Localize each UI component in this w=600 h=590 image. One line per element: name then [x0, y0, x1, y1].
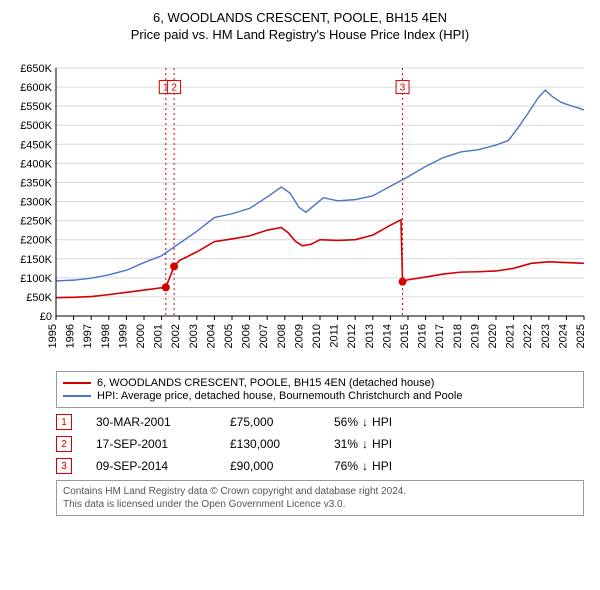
- svg-text:£100K: £100K: [20, 273, 52, 285]
- chart-container: £0 £50K £100K £150K £200K £250K £300K £350K £400…: [8, 50, 592, 365]
- legend-swatch: [63, 395, 91, 397]
- event-pct: 31%: [334, 437, 358, 451]
- svg-text:£550K: £550K: [20, 101, 52, 113]
- svg-text:£200K: £200K: [20, 235, 52, 247]
- svg-text:2017: 2017: [434, 324, 446, 348]
- svg-text:2018: 2018: [452, 324, 464, 348]
- svg-text:£500K: £500K: [20, 120, 52, 132]
- svg-text:£650K: £650K: [20, 63, 52, 75]
- legend-row: 6, WOODLANDS CRESCENT, POOLE, BH15 4EN (…: [63, 377, 577, 389]
- arrow-down-icon: ↓: [362, 415, 368, 429]
- svg-text:2012: 2012: [346, 324, 358, 348]
- event-row: 3 09-SEP-2014 £90,000 76% ↓ HPI: [56, 458, 584, 474]
- event-number-box: 1: [56, 414, 72, 430]
- event-row: 1 30-MAR-2001 £75,000 56% ↓ HPI: [56, 414, 584, 430]
- svg-text:2013: 2013: [364, 324, 376, 348]
- svg-text:2019: 2019: [469, 324, 481, 348]
- page-subtitle: Price paid vs. HM Land Registry's House …: [8, 27, 592, 42]
- price-chart: £0 £50K £100K £150K £200K £250K £300K £350K £400…: [8, 50, 592, 360]
- svg-text:£250K: £250K: [20, 216, 52, 228]
- svg-text:£150K: £150K: [20, 254, 52, 266]
- svg-text:2025: 2025: [575, 324, 587, 348]
- svg-text:2011: 2011: [329, 324, 341, 348]
- page-title: 6, WOODLANDS CRESCENT, POOLE, BH15 4EN: [8, 10, 592, 25]
- footer-line-2: This data is licensed under the Open Gov…: [63, 498, 577, 511]
- svg-text:1997: 1997: [82, 324, 94, 348]
- arrow-down-icon: ↓: [362, 459, 368, 473]
- event-table: 1 30-MAR-2001 £75,000 56% ↓ HPI 2 17-SEP-2001 £1…: [56, 414, 584, 474]
- event-date: 30-MAR-2001: [96, 415, 206, 429]
- svg-text:£600K: £600K: [20, 82, 52, 94]
- svg-text:£450K: £450K: [20, 139, 52, 151]
- svg-text:£400K: £400K: [20, 158, 52, 170]
- legend-swatch: [63, 382, 91, 384]
- svg-text:2005: 2005: [223, 324, 235, 348]
- event-date: 09-SEP-2014: [96, 459, 206, 473]
- event-suffix: HPI: [372, 437, 392, 451]
- svg-text:2000: 2000: [135, 324, 147, 348]
- event-suffix: HPI: [372, 459, 392, 473]
- svg-text:2003: 2003: [188, 324, 200, 348]
- event-number-box: 2: [56, 436, 72, 452]
- svg-text:2014: 2014: [381, 324, 393, 348]
- event-suffix: HPI: [372, 415, 392, 429]
- svg-text:2004: 2004: [205, 324, 217, 348]
- svg-text:1999: 1999: [117, 324, 129, 348]
- event-row: 2 17-SEP-2001 £130,000 31% ↓ HPI: [56, 436, 584, 452]
- svg-text:2015: 2015: [399, 324, 411, 348]
- svg-text:2: 2: [171, 83, 177, 94]
- svg-text:1998: 1998: [100, 324, 112, 348]
- svg-text:1995: 1995: [47, 324, 59, 348]
- svg-text:2020: 2020: [487, 324, 499, 348]
- arrow-down-icon: ↓: [362, 437, 368, 451]
- event-price: £90,000: [230, 459, 310, 473]
- svg-text:£350K: £350K: [20, 177, 52, 189]
- svg-text:2008: 2008: [276, 324, 288, 348]
- legend-label: HPI: Average price, detached house, Bour…: [97, 390, 462, 402]
- event-pct: 76%: [334, 459, 358, 473]
- event-pct: 56%: [334, 415, 358, 429]
- svg-text:2007: 2007: [258, 324, 270, 348]
- event-date: 17-SEP-2001: [96, 437, 206, 451]
- svg-text:2024: 2024: [557, 324, 569, 348]
- legend-label: 6, WOODLANDS CRESCENT, POOLE, BH15 4EN (…: [97, 377, 434, 389]
- attribution-footer: Contains HM Land Registry data © Crown c…: [56, 480, 584, 516]
- svg-text:2010: 2010: [311, 324, 323, 348]
- svg-text:1996: 1996: [65, 324, 77, 348]
- event-diff: 56% ↓ HPI: [334, 415, 392, 429]
- svg-text:2002: 2002: [170, 324, 182, 348]
- chart-legend: 6, WOODLANDS CRESCENT, POOLE, BH15 4EN (…: [56, 371, 584, 408]
- footer-line-1: Contains HM Land Registry data © Crown c…: [63, 485, 577, 498]
- svg-text:£50K: £50K: [26, 292, 52, 304]
- event-price: £130,000: [230, 437, 310, 451]
- legend-row: HPI: Average price, detached house, Bour…: [63, 390, 577, 402]
- svg-text:£300K: £300K: [20, 197, 52, 209]
- svg-text:3: 3: [400, 83, 406, 94]
- svg-text:2023: 2023: [540, 324, 552, 348]
- svg-text:2001: 2001: [153, 324, 165, 348]
- event-number-box: 3: [56, 458, 72, 474]
- svg-text:2009: 2009: [293, 324, 305, 348]
- svg-text:2022: 2022: [522, 324, 534, 348]
- event-diff: 31% ↓ HPI: [334, 437, 392, 451]
- event-price: £75,000: [230, 415, 310, 429]
- svg-text:2016: 2016: [417, 324, 429, 348]
- svg-text:2021: 2021: [505, 324, 517, 348]
- svg-text:2006: 2006: [241, 324, 253, 348]
- event-diff: 76% ↓ HPI: [334, 459, 392, 473]
- svg-text:£0: £0: [40, 311, 52, 323]
